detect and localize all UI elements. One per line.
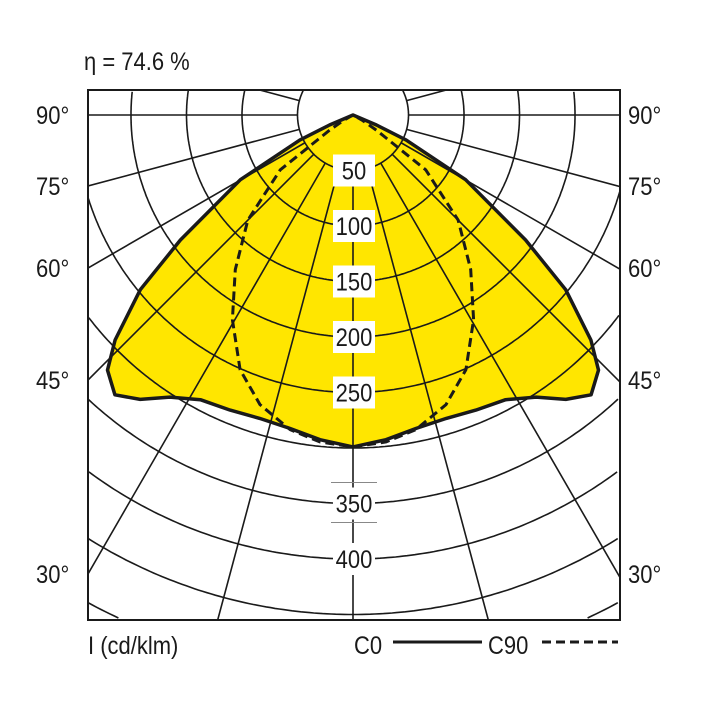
grid-radial-15 [366, 167, 490, 620]
angle-label-left: 30° [36, 561, 69, 589]
grid-radial-30 [379, 162, 620, 578]
chart-frame [87, 89, 621, 621]
radial-tick-label: 350 [336, 490, 373, 518]
radial-tick-label: 200 [336, 324, 373, 352]
grid-radial-60 [400, 141, 620, 270]
radial-tick-label: 150 [336, 268, 373, 296]
grid-radial--75 [88, 128, 301, 187]
grid-radial--30 [88, 162, 327, 575]
grid-circle-500 [88, 601, 619, 619]
tick-bg-250 [333, 376, 375, 409]
radial-tick-label: 400 [336, 546, 373, 574]
radial-tick-label: 50 [342, 157, 366, 185]
angle-label-left: 90° [36, 102, 69, 130]
legend-c90-label: C90 [488, 632, 528, 660]
legend-c0-label: C0 [354, 632, 382, 660]
tick-bg-400 [333, 543, 375, 575]
angle-label-left: 75° [36, 173, 69, 201]
radial-tick-label: 100 [336, 213, 373, 241]
grid-radial-105 [405, 90, 447, 102]
tick-bg-50 [333, 154, 375, 187]
grid-radial-45 [391, 153, 620, 383]
angle-label-right: 30° [628, 561, 661, 589]
tick-bg-350 [333, 487, 375, 520]
angle-label-right: 45° [628, 367, 661, 395]
curve-c0 [105, 113, 601, 449]
unit-label: I (cd/klm) [88, 632, 178, 660]
angle-label-left: 60° [36, 255, 69, 283]
tick-bg-100 [333, 210, 375, 242]
grid-radial--15 [216, 167, 340, 620]
angle-label-left: 45° [36, 367, 69, 395]
angle-label-right: 75° [628, 173, 661, 201]
angle-label-right: 60° [628, 255, 661, 283]
grid-radial-75 [405, 128, 620, 188]
grid-radial--60 [88, 141, 306, 269]
tick-bg-200 [333, 321, 375, 353]
angle-label-right: 90° [628, 102, 661, 130]
grid-radial--45 [88, 153, 315, 381]
radial-tick-label: 250 [336, 379, 373, 407]
curve-c90 [230, 113, 476, 449]
efficiency-title: η = 74.6 % [84, 48, 190, 76]
tick-bg-150 [333, 265, 375, 298]
grid-radial--105 [259, 90, 301, 102]
